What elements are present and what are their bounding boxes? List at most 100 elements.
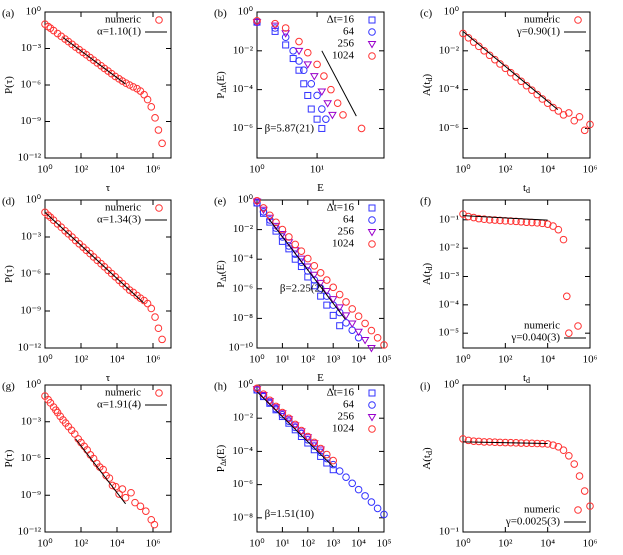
data-point: [580, 126, 589, 135]
legend-label: numeric: [524, 14, 560, 26]
plot-frame: [256, 384, 385, 533]
x-tick-label: 10²: [301, 354, 316, 366]
data-point: [367, 345, 376, 353]
data-point: [57, 32, 66, 41]
x-tick-label: 10⁴: [110, 164, 125, 176]
data-point: [373, 504, 382, 513]
x-tick-label: 10³: [326, 538, 341, 550]
data-point: [549, 441, 557, 449]
data-point: [284, 416, 294, 424]
legend-swatch: [574, 506, 582, 514]
x-tick-label: 10⁴: [540, 164, 555, 176]
x-tick-label: 10⁴: [351, 538, 366, 550]
y-tick-label: 10⁻⁴: [232, 445, 253, 457]
axis-label-part: P: [215, 282, 227, 288]
data-point: [151, 114, 159, 122]
data-point: [475, 42, 483, 51]
data-point: [285, 417, 293, 426]
data-point: [294, 47, 304, 56]
data-point: [543, 440, 552, 448]
legend-swatch: [367, 414, 377, 422]
data-point: [143, 95, 152, 104]
data-point: [310, 438, 319, 447]
legend-swatch: [368, 52, 376, 60]
panel-label: (i): [420, 381, 431, 393]
y-tick-label: 10⁻¹: [439, 213, 459, 225]
data-point: [367, 326, 376, 335]
legend-label: 1024: [332, 50, 355, 62]
y-tick-label: 10⁻³: [21, 415, 42, 427]
data-point: [491, 216, 499, 224]
axis-label-part: P: [215, 93, 227, 99]
legend-label: numeric: [524, 320, 560, 332]
x-tick-label: 10¹: [310, 164, 324, 176]
axis-label-part: Δt: [219, 85, 228, 93]
legend-label: numeric: [105, 202, 141, 214]
data-point: [151, 313, 159, 321]
annotation: β=2.25(2): [280, 282, 324, 294]
data-point: [309, 73, 319, 81]
legend-label: 256: [338, 411, 355, 423]
fit-line: [268, 218, 346, 320]
legend-label: numeric: [524, 504, 560, 516]
y-tick-label: 10⁻⁴: [438, 298, 459, 310]
axis-label: τ: [106, 372, 111, 384]
axis-label-part: P(τ): [3, 449, 15, 467]
y-tick-label: 10⁻⁶: [232, 122, 253, 134]
data-point: [282, 41, 290, 49]
data-point: [303, 48, 312, 57]
data-point: [543, 99, 552, 107]
axis-label-part: d: [526, 376, 530, 385]
data-point: [252, 19, 262, 27]
axis-label-part: d: [425, 267, 434, 271]
y-tick-label: 10⁻¹²: [18, 342, 42, 354]
data-point: [299, 66, 308, 75]
data-point: [559, 111, 568, 119]
data-point: [580, 487, 589, 495]
data-point: [142, 507, 150, 515]
y-tick-label: 10⁻⁹: [20, 489, 41, 501]
axis-label: PΔt(E): [215, 260, 228, 288]
data-point: [316, 269, 325, 277]
data-point: [496, 216, 504, 225]
data-point: [575, 472, 584, 480]
data-point: [304, 267, 312, 275]
data-point: [290, 422, 300, 430]
data-point: [559, 235, 568, 244]
data-point: [464, 33, 473, 42]
axis-label: τ: [106, 182, 111, 194]
data-point: [259, 391, 268, 400]
data-point: [252, 386, 262, 394]
x-tick-label: 10³: [326, 354, 341, 366]
axis-label-part: d: [425, 78, 434, 82]
data-point: [501, 64, 510, 73]
axis-label-part: Δt: [219, 458, 228, 466]
legend-swatch: [368, 240, 376, 248]
x-tick-label: 10⁶: [146, 164, 161, 176]
x-tick-label: 10⁰: [455, 354, 471, 366]
data-point: [297, 429, 306, 438]
data-point: [253, 17, 261, 25]
data-point: [295, 57, 303, 65]
plot-frame: [462, 11, 591, 159]
data-point: [154, 126, 163, 134]
annotation: β=1.51(10): [265, 508, 315, 520]
y-tick-label: 10⁻²: [233, 223, 254, 235]
x-tick-label: 10²: [74, 538, 89, 550]
data-point: [150, 520, 159, 529]
data-point: [259, 206, 268, 215]
axis-label-part: Δt: [219, 274, 228, 282]
data-point: [304, 91, 312, 99]
y-tick-label: 10⁻³: [439, 270, 460, 282]
data-point: [348, 305, 357, 313]
x-tick-label: 10⁶: [583, 164, 598, 176]
x-tick-label: 10⁴: [351, 354, 366, 366]
legend-swatch: [368, 204, 376, 212]
data-point: [252, 198, 262, 207]
data-point: [485, 51, 494, 60]
data-point: [367, 498, 376, 506]
y-tick-label: 10⁻⁴: [232, 253, 253, 265]
data-point: [99, 465, 107, 474]
data-point: [259, 204, 268, 212]
legend-label: α=1.10(1): [97, 26, 141, 38]
